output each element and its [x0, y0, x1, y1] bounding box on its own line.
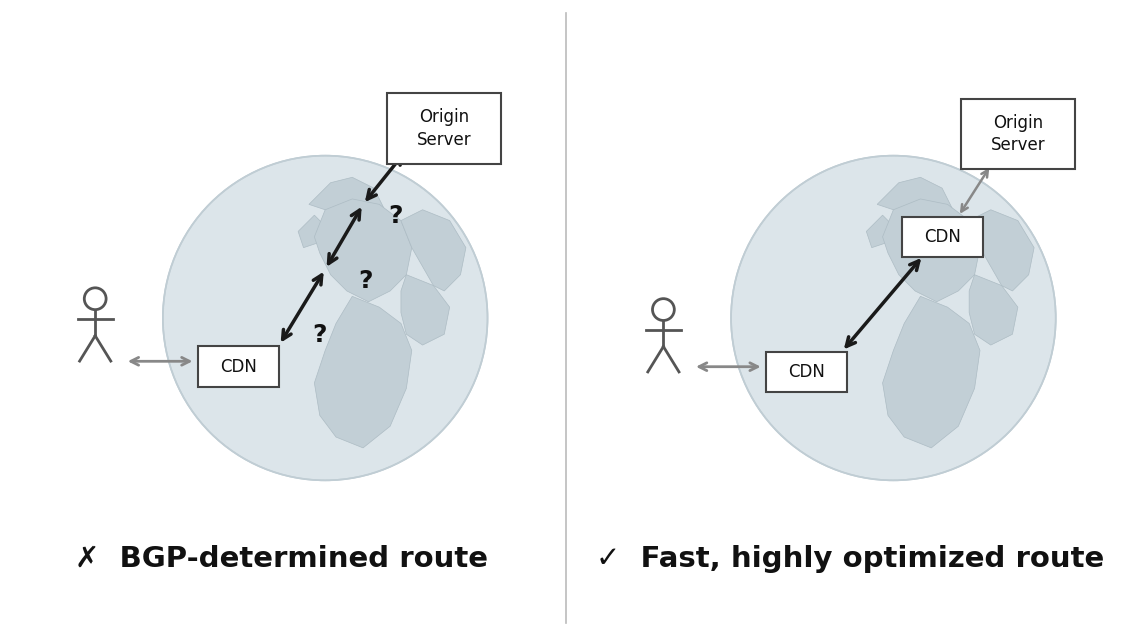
- Polygon shape: [883, 199, 980, 301]
- Polygon shape: [401, 275, 449, 345]
- Polygon shape: [969, 275, 1018, 345]
- Text: ?: ?: [388, 204, 403, 228]
- Text: CDN: CDN: [924, 228, 961, 246]
- Circle shape: [731, 156, 1056, 480]
- Text: Origin
Server: Origin Server: [990, 114, 1045, 154]
- FancyBboxPatch shape: [387, 93, 501, 164]
- Text: ?: ?: [359, 269, 374, 293]
- Text: CDN: CDN: [788, 363, 825, 381]
- Circle shape: [163, 156, 488, 480]
- Text: ✗  BGP-determined route: ✗ BGP-determined route: [76, 545, 488, 573]
- Polygon shape: [309, 177, 385, 226]
- Polygon shape: [866, 215, 893, 247]
- Polygon shape: [883, 296, 980, 448]
- FancyBboxPatch shape: [961, 99, 1074, 169]
- Polygon shape: [969, 210, 1035, 291]
- FancyBboxPatch shape: [766, 352, 848, 392]
- Polygon shape: [401, 210, 466, 291]
- Text: CDN: CDN: [220, 357, 257, 376]
- Circle shape: [652, 299, 675, 321]
- Circle shape: [84, 288, 106, 310]
- Polygon shape: [315, 296, 412, 448]
- Text: ?: ?: [312, 323, 327, 347]
- FancyBboxPatch shape: [901, 216, 983, 257]
- Polygon shape: [298, 215, 325, 247]
- Polygon shape: [315, 199, 412, 301]
- Text: ✓  Fast, highly optimized route: ✓ Fast, highly optimized route: [595, 545, 1104, 573]
- FancyBboxPatch shape: [198, 347, 280, 387]
- Text: Origin
Server: Origin Server: [417, 109, 472, 149]
- Polygon shape: [877, 177, 953, 226]
